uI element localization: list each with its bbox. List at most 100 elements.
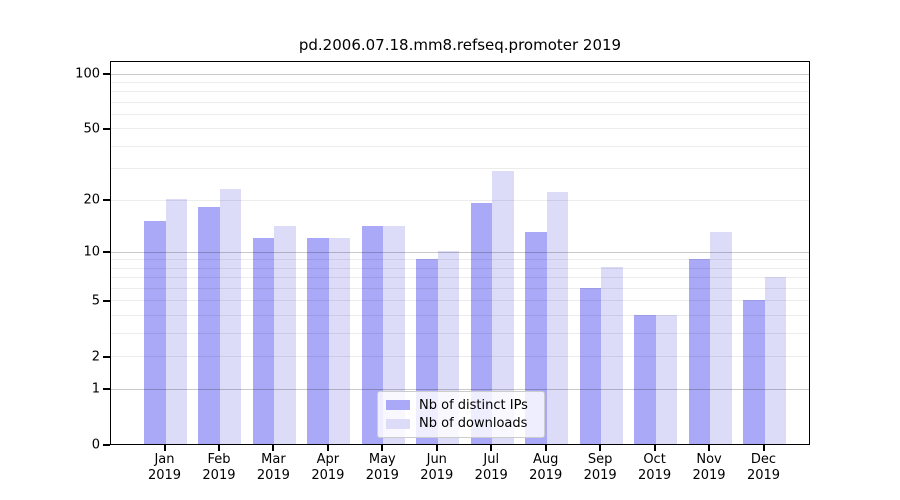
x-label-year-oct: 2019 <box>638 467 672 483</box>
legend-item-downloads: Nb of downloads <box>386 416 536 431</box>
x-tick-label-oct: Oct 2019 <box>623 452 687 483</box>
grid-line-20 <box>111 199 809 201</box>
bar-ips-oct <box>634 314 656 444</box>
bar-downloads-feb <box>219 188 242 444</box>
x-tick-label-nov: Nov 2019 <box>677 452 741 483</box>
grid-line-1 <box>111 388 809 390</box>
x-label-year-jul: 2019 <box>474 467 508 483</box>
x-label-year-may: 2019 <box>365 467 399 483</box>
x-tick-label-feb: Feb 2019 <box>187 452 251 483</box>
grid-line-90 <box>111 81 809 83</box>
legend-swatch-downloads-icon <box>386 418 410 429</box>
x-label-year-dec: 2019 <box>746 467 781 483</box>
y-tick-5 <box>103 300 110 303</box>
x-label-month-dec: Dec <box>750 452 777 467</box>
x-tick-feb <box>217 445 220 451</box>
grid-line-2 <box>111 356 809 358</box>
x-tick-label-mar: Mar 2019 <box>241 452 305 483</box>
bar-ips-aug <box>525 231 547 444</box>
y-tick-100 <box>103 73 110 76</box>
grid-line-3 <box>111 333 809 335</box>
x-tick-label-jul: Jul 2019 <box>459 452 523 483</box>
y-tick-label-50: 50 <box>83 121 100 137</box>
x-label-month-jan: Jan <box>154 452 175 467</box>
x-label-year-feb: 2019 <box>202 467 236 483</box>
x-tick-label-sep: Sep 2019 <box>568 452 632 483</box>
x-label-month-aug: Aug <box>532 452 559 467</box>
y-tick-label-100: 100 <box>75 66 100 82</box>
x-tick-apr <box>326 445 329 451</box>
x-label-month-sep: Sep <box>587 452 613 467</box>
legend-label-downloads: Nb of downloads <box>419 416 528 432</box>
x-label-month-feb: Feb <box>207 452 231 467</box>
grid-line-4 <box>111 315 809 317</box>
bar-ips-jul <box>470 203 493 444</box>
x-label-year-jun: 2019 <box>420 467 454 483</box>
grid-line-40 <box>111 146 809 148</box>
x-label-month-jul: Jul <box>483 452 500 467</box>
legend-label-distinct-ips: Nb of distinct IPs <box>419 397 528 413</box>
bar-downloads-apr <box>328 237 351 444</box>
x-label-year-nov: 2019 <box>692 467 726 483</box>
grid-line-70 <box>111 101 809 103</box>
y-tick-label-20: 20 <box>83 192 100 208</box>
x-tick-mar <box>272 445 275 451</box>
x-tick-jun <box>435 445 438 451</box>
y-tick-label-1: 1 <box>91 381 100 397</box>
x-label-month-mar: Mar <box>261 452 286 467</box>
legend: Nb of distinct IPs Nb of downloads <box>377 391 545 438</box>
grid-line-8 <box>111 267 809 269</box>
x-tick-label-may: May 2019 <box>350 452 414 483</box>
x-label-year-apr: 2019 <box>311 467 345 483</box>
x-tick-oct <box>653 445 656 451</box>
grid-line-50 <box>111 128 809 130</box>
x-label-year-aug: 2019 <box>529 467 563 483</box>
bar-ips-may <box>361 226 384 444</box>
y-tick-label-5: 5 <box>91 293 100 309</box>
bar-downloads-dec <box>764 276 786 444</box>
y-tick-2 <box>103 355 110 358</box>
x-tick-may <box>381 445 384 451</box>
x-label-month-may: May <box>368 452 396 467</box>
bar-downloads-sep <box>601 267 623 444</box>
grid-line-7 <box>111 277 809 279</box>
y-tick-label-0: 0 <box>91 437 100 453</box>
x-tick-aug <box>544 445 547 451</box>
x-tick-label-dec: Dec 2019 <box>732 452 796 483</box>
x-tick-label-apr: Apr 2019 <box>296 452 360 483</box>
x-tick-label-aug: Aug 2019 <box>514 452 578 483</box>
x-tick-label-jan: Jan 2019 <box>133 452 197 483</box>
legend-swatch-distinct-ips-icon <box>386 400 410 411</box>
bar-ips-apr <box>307 237 329 444</box>
y-tick-label-2: 2 <box>91 349 100 365</box>
bar-ips-mar <box>252 237 275 444</box>
y-tick-1 <box>103 388 110 391</box>
bar-ips-dec <box>743 300 765 444</box>
grid-line-10 <box>111 251 809 253</box>
x-tick-sep <box>599 445 602 451</box>
y-tick-20 <box>103 199 110 202</box>
bar-ips-jan <box>144 221 166 444</box>
x-label-month-nov: Nov <box>696 452 722 467</box>
x-label-year-mar: 2019 <box>256 467 290 483</box>
x-label-month-jun: Jun <box>426 452 447 467</box>
grid-line-9 <box>111 259 809 261</box>
grid-line-30 <box>111 168 809 170</box>
x-tick-jul <box>490 445 493 451</box>
plot-area <box>110 61 810 445</box>
bar-downloads-nov <box>710 231 732 444</box>
x-label-year-sep: 2019 <box>583 467 617 483</box>
bar-downloads-may <box>383 226 405 444</box>
grid-line-100 <box>111 73 809 75</box>
grid-line-60 <box>111 114 809 116</box>
y-tick-label-10: 10 <box>83 244 100 260</box>
x-tick-dec <box>762 445 765 451</box>
y-tick-50 <box>103 128 110 131</box>
chart-title: pd.2006.07.18.mm8.refseq.promoter 2019 <box>298 36 622 54</box>
bar-ips-feb <box>198 207 220 444</box>
bar-downloads-jan <box>165 199 187 444</box>
x-label-month-oct: Oct <box>643 452 666 467</box>
legend-item-distinct-ips: Nb of distinct IPs <box>386 398 536 413</box>
bar-downloads-jul <box>492 170 514 444</box>
